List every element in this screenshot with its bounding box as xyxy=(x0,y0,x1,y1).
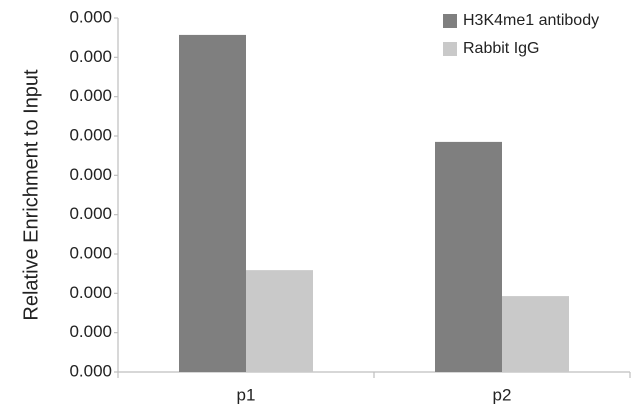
bar xyxy=(179,34,246,373)
legend-label: H3K4me1 antibody xyxy=(463,12,599,29)
bar xyxy=(502,296,569,372)
legend-swatch xyxy=(443,14,457,28)
legend-label: Rabbit IgG xyxy=(463,40,539,57)
x-tick-label: p1 xyxy=(237,385,256,404)
y-tick-label: 0.000 xyxy=(69,243,112,262)
legend-swatch xyxy=(443,42,457,56)
y-tick-label: 0.000 xyxy=(69,322,112,341)
bar xyxy=(435,141,502,372)
bar xyxy=(246,270,313,372)
y-tick-label: 0.000 xyxy=(69,361,112,380)
y-tick-label: 0.000 xyxy=(69,125,112,144)
y-tick-label: 0.000 xyxy=(69,283,112,302)
y-axis-label: Relative Enrichment to Input xyxy=(20,69,42,321)
y-tick-label: 0.000 xyxy=(69,7,112,26)
y-tick-label: 0.000 xyxy=(69,86,112,105)
y-tick-label: 0.000 xyxy=(69,204,112,223)
x-tick-label: p2 xyxy=(493,385,512,404)
y-tick-label: 0.000 xyxy=(69,165,112,184)
y-tick-label: 0.000 xyxy=(69,47,112,66)
